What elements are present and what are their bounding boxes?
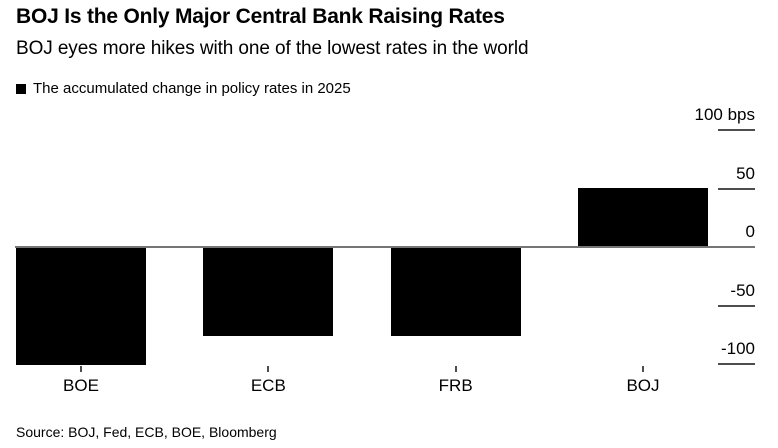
x-axis-category-label: FRB — [438, 376, 473, 395]
x-axis-tick — [80, 366, 82, 372]
chart-subtitle: BOJ eyes more hikes with one of the lowe… — [16, 38, 529, 59]
y-axis-tick-label: -50 — [730, 280, 755, 300]
x-axis-tick — [642, 366, 644, 372]
x-axis-category-label: ECB — [250, 376, 286, 395]
x-axis-category-label: BOE — [63, 376, 99, 395]
legend-swatch-icon — [16, 83, 26, 94]
x-axis-tick — [454, 366, 457, 372]
source-note: Source: BOJ, Fed, ECB, BOE, Bloomberg — [16, 424, 277, 440]
y-axis-tick-label: 0 — [745, 222, 755, 241]
y-axis-tick — [718, 187, 755, 190]
legend: The accumulated change in policy rates i… — [16, 80, 351, 97]
x-axis-category-label: BOJ — [626, 376, 660, 395]
y-axis-tick-label: 50 — [736, 163, 755, 183]
bar-BOJ — [578, 187, 708, 246]
bar-ECB — [203, 248, 334, 336]
zero-baseline — [15, 246, 755, 248]
y-axis-tick-label: -100 — [720, 339, 755, 358]
bar-FRB — [390, 248, 521, 336]
chart-title: BOJ Is the Only Major Central Bank Raisi… — [16, 5, 505, 28]
legend-label: The accumulated change in policy rates i… — [33, 80, 351, 97]
y-axis-tick — [718, 363, 755, 365]
y-axis-tick — [718, 129, 755, 131]
bar-BOE — [16, 248, 146, 365]
y-axis-tick — [718, 304, 755, 307]
y-axis-tick-label: 100 bps — [694, 105, 756, 124]
x-axis-tick — [267, 366, 270, 372]
